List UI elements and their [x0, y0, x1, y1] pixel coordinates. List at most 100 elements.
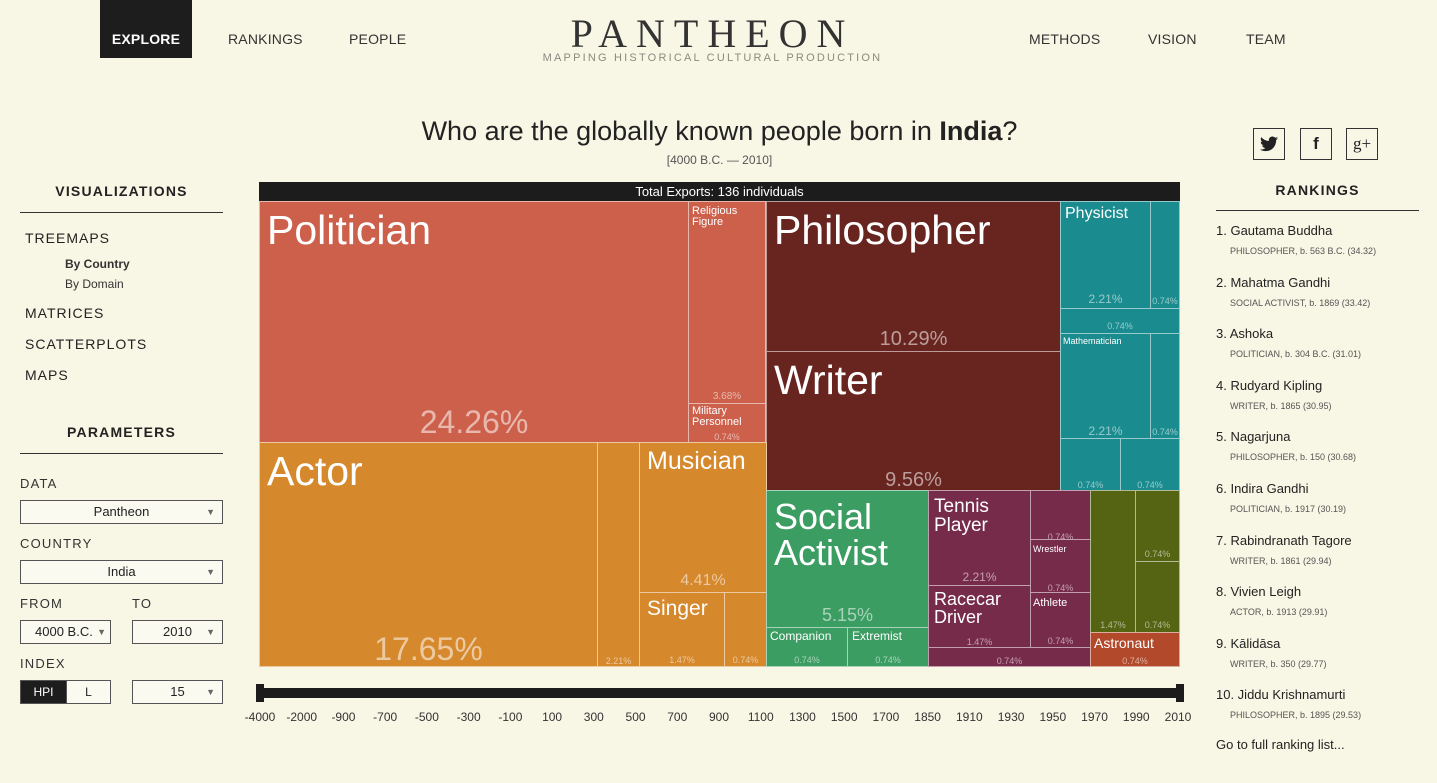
ranking-item-name[interactable]: 9. Kālidāsa [1216, 635, 1281, 651]
page-subtitle-range: [4000 B.C. — 2010] [666, 153, 773, 167]
google-plus-icon[interactable]: g+ [1346, 128, 1378, 160]
treemap-cell-extremist[interactable]: Extremist 0.74% [847, 627, 929, 667]
twitter-icon[interactable] [1253, 128, 1285, 160]
treemap-cell-musician[interactable]: Musician 4.41% [639, 442, 767, 593]
timeline-bar[interactable] [259, 688, 1180, 698]
index-hpi-toggle[interactable]: HPI [20, 680, 67, 704]
cell-label: Politician [267, 207, 432, 253]
timeline-tick: 500 [625, 710, 646, 724]
index-l-toggle[interactable]: L [66, 680, 111, 704]
timeline-handle-start[interactable] [256, 684, 264, 702]
cell-percent: 5.15% [821, 605, 874, 625]
timeline-handle-end[interactable] [1176, 684, 1184, 702]
index-count-select[interactable]: 15 ▼ [132, 680, 223, 704]
treemap-cell-tennis-player[interactable]: Tennis Player 2.21% [928, 490, 1031, 586]
treemap-cell-wrestler[interactable]: Wrestler 0.74% [1030, 539, 1091, 593]
treemap-cell-physics-other[interactable]: 0.74% [1150, 201, 1180, 309]
treemap-cell-olive-b[interactable]: 0.74% [1135, 490, 1180, 562]
cell-label: Military Personnel [692, 405, 742, 428]
treemap-cell-singer[interactable]: Singer 1.47% [639, 592, 725, 667]
rankings-title: RANKINGS [1275, 182, 1360, 198]
treemap-cell-athlete[interactable]: Athlete 0.74% [1030, 592, 1091, 648]
from-select[interactable]: 4000 B.C. ▼ [20, 620, 111, 644]
treemap-cell-military-personnel[interactable]: Military Personnel 0.74% [688, 403, 766, 443]
cell-percent: 4.41% [680, 572, 726, 589]
treemap-cell-math-other[interactable]: 0.74% [1150, 333, 1180, 439]
menu-treemaps[interactable]: TREEMAPS [25, 230, 111, 246]
nav-vision[interactable]: VISION [1148, 31, 1197, 47]
nav-methods[interactable]: METHODS [1029, 31, 1101, 47]
timeline-tick: -2000 [286, 710, 318, 724]
treemap-cell-social-activist[interactable]: Social Activist 5.15% [766, 490, 929, 628]
ranking-item-name[interactable]: 3. Ashoka [1216, 326, 1274, 342]
ranking-item-meta: ACTOR, b. 1913 (29.91) [1230, 607, 1328, 618]
ranking-item-name[interactable]: 10. Jiddu Krishnamurti [1216, 687, 1346, 703]
page-title: Who are the globally known people born i… [421, 116, 1018, 146]
menu-maps[interactable]: MAPS [25, 367, 69, 383]
menu-matrices[interactable]: MATRICES [25, 305, 105, 321]
ranking-item-name[interactable]: 5. Nagarjuna [1216, 429, 1291, 445]
facebook-icon[interactable]: f [1300, 128, 1332, 160]
treemap-cell-actor[interactable]: Actor 17.65% [259, 442, 598, 667]
cell-percent: 2.21% [1088, 292, 1123, 306]
ranking-item-name[interactable]: 8. Vivien Leigh [1216, 584, 1302, 600]
ranking-item-meta: PHILOSOPHER, b. 150 (30.68) [1230, 452, 1357, 463]
data-select[interactable]: Pantheon ▼ [20, 500, 223, 524]
timeline-tick: 700 [667, 710, 688, 724]
cell-label: Musician [647, 447, 746, 475]
treemap-cell-mathematician[interactable]: Mathematician 2.21% [1060, 333, 1151, 439]
treemap-cell-arts-other[interactable]: 2.21% [597, 442, 640, 667]
to-select[interactable]: 2010 ▼ [132, 620, 223, 644]
timeline-tick: 1990 [1122, 710, 1150, 724]
ranking-item-name[interactable]: 7. Rabindranath Tagore [1216, 532, 1352, 548]
cell-label: Tennis Player [934, 496, 989, 536]
nav-explore[interactable]: EXPLORE [100, 0, 192, 58]
treemap-cell-religious-figure[interactable]: Religious Figure 3.68% [688, 201, 766, 404]
treemap-cell-physicist[interactable]: Physicist 2.21% [1060, 201, 1151, 309]
cell-percent: 0.74% [1047, 532, 1074, 540]
menu-scatterplots[interactable]: SCATTERPLOTS [25, 336, 148, 352]
ranking-item-name[interactable]: 1. Gautama Buddha [1216, 223, 1333, 238]
treemap-cell-sports-strip[interactable]: 0.74% [928, 647, 1091, 667]
cell-label: Physicist [1065, 205, 1129, 222]
treemap-cell-writer[interactable]: Writer 9.56% [766, 351, 1061, 491]
treemap-cell-olive-c[interactable]: 0.74% [1135, 561, 1180, 633]
nav-people[interactable]: PEOPLE [349, 31, 407, 47]
cell-percent: 24.26% [419, 404, 529, 440]
ranking-item-name[interactable]: 2. Mahatma Gandhi [1216, 274, 1331, 290]
chevron-down-icon: ▼ [206, 507, 215, 517]
timeline-tick: -700 [373, 710, 398, 724]
timeline-tick: -300 [456, 710, 481, 724]
cell-percent: 0.74% [1152, 427, 1178, 437]
site-logo[interactable]: PANTHEON [570, 11, 855, 56]
treemap-cell-science-a[interactable]: 0.74% [1060, 438, 1121, 492]
treemap-cell-olive-a[interactable]: 1.47% [1090, 490, 1136, 633]
treemap-cell-science-b[interactable]: 0.74% [1120, 438, 1180, 492]
cell-percent: 0.74% [1077, 480, 1104, 490]
submenu-by-country[interactable]: By Country [65, 257, 130, 271]
nav-team[interactable]: TEAM [1246, 31, 1286, 47]
title-country: India [939, 116, 1003, 146]
cell-percent: 0.74% [732, 655, 759, 665]
treemap-cell-racecar-driver[interactable]: Racecar Driver 1.47% [928, 585, 1031, 648]
treemap-cell-science-strip[interactable]: 0.74% [1060, 308, 1180, 334]
timeline-tick: 1970 [1081, 710, 1108, 724]
cell-percent: 9.56% [885, 469, 942, 491]
ranking-item-meta: SOCIAL ACTIVIST, b. 1869 (33.42) [1230, 297, 1371, 308]
nav-rankings[interactable]: RANKINGS [228, 31, 303, 47]
parameters-title: PARAMETERS [67, 424, 176, 440]
treemap-cell-singer-other[interactable]: 0.74% [724, 592, 767, 667]
cell-percent: 2.21% [605, 656, 632, 666]
treemap-cell-companion[interactable]: Companion 0.74% [766, 627, 848, 667]
treemap-cell-politician[interactable]: Politician 24.26% [259, 201, 689, 443]
cell-label: Singer [647, 597, 708, 620]
treemap-cell-sports-other[interactable]: 0.74% [1030, 490, 1091, 540]
country-select[interactable]: India ▼ [20, 560, 223, 584]
submenu-by-domain[interactable]: By Domain [65, 277, 124, 291]
timeline-tick: 1300 [789, 710, 816, 724]
treemap-cell-astronaut[interactable]: Astronaut 0.74% [1090, 632, 1180, 667]
treemap-cell-philosopher[interactable]: Philosopher 10.29% [766, 201, 1061, 352]
full-ranking-link[interactable]: Go to full ranking list... [1216, 737, 1345, 752]
ranking-item-name[interactable]: 6. Indira Gandhi [1216, 481, 1309, 496]
ranking-item-name[interactable]: 4. Rudyard Kipling [1216, 377, 1323, 393]
